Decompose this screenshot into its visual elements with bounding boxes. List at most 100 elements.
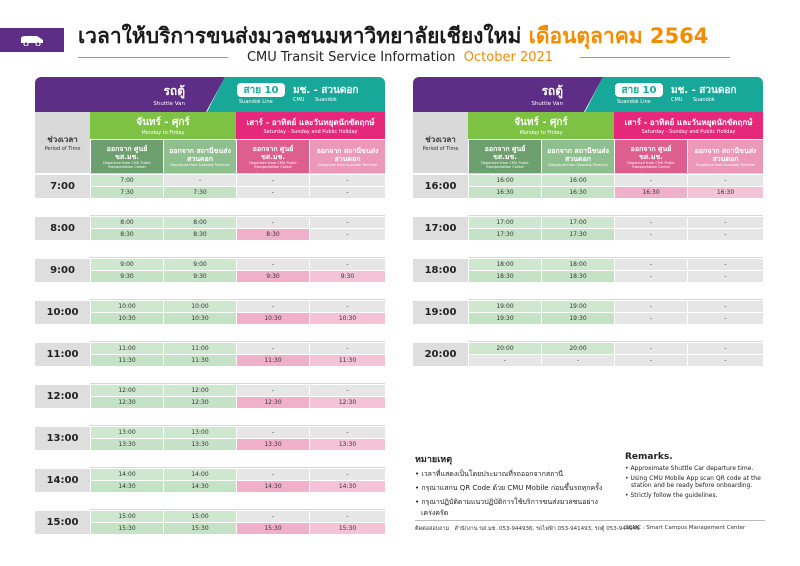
time-cell: -: [310, 343, 385, 354]
time-cell: -: [237, 385, 309, 396]
time-cell: 15:30: [237, 523, 309, 534]
line: สาย 10: [243, 84, 279, 96]
vehicle: รถตู้: [541, 84, 563, 98]
sub-header: ออกจาก ศูนย์ ขส.มช. Departure from CMU Pu…: [615, 140, 687, 173]
line-band: สาย 10 Suandok Line มช. - สวนดอก CMU Suandok: [207, 77, 385, 112]
time-cell: -: [237, 427, 309, 438]
hour-label: 16:00: [413, 175, 468, 198]
sub-header: ออกจาก ศูนย์ ขส.มช. Departure from CMU Pu…: [91, 140, 163, 173]
time-cell: 16:30: [469, 187, 541, 198]
hour-band: [90, 383, 385, 384]
time-cell: 17:00: [542, 217, 614, 228]
hour-band: [90, 425, 385, 426]
time-cell: -: [237, 469, 309, 480]
time-cell: 10:00: [91, 301, 163, 312]
time-cell: -: [688, 175, 763, 186]
time-cell: 14:30: [310, 481, 385, 492]
time-cell: -: [310, 259, 385, 270]
hour-label: 19:00: [413, 301, 468, 324]
time-cell: 10:30: [91, 313, 163, 324]
time-cell: -: [469, 355, 541, 366]
route-to: Suandok: [693, 97, 715, 103]
route: มช. - สวนดอก: [293, 85, 359, 96]
time-cell: 11:30: [237, 355, 309, 366]
period-en: Period of Time: [422, 146, 459, 152]
time-cell: 9:30: [237, 271, 309, 282]
time-cell: 17:30: [469, 229, 541, 240]
hour-label: 15:00: [35, 511, 90, 534]
time-cell: -: [310, 175, 385, 186]
sub-header-th: ออกจาก ศูนย์ ขส.มช.: [106, 144, 148, 161]
time-cell: -: [310, 229, 385, 240]
time-cell: 11:00: [164, 343, 236, 354]
time-cell: 9:00: [164, 259, 236, 270]
time-cell: 18:30: [542, 271, 614, 282]
time-cell: 14:30: [237, 481, 309, 492]
time-cell: -: [615, 229, 687, 240]
time-cell: 11:30: [310, 355, 385, 366]
time-cell: 16:00: [469, 175, 541, 186]
route-from: CMU: [671, 97, 683, 103]
hour-band: [468, 299, 763, 300]
hour-band: [90, 509, 385, 510]
time-cell: 9:00: [91, 259, 163, 270]
remarks-title: Remarks.: [625, 452, 673, 462]
time-cell: 8:30: [91, 229, 163, 240]
time-cell: -: [310, 217, 385, 228]
time-cell: -: [615, 259, 687, 270]
sub-header-th: ออกจาก สถานีขนส่ง สวนดอก: [694, 146, 757, 163]
period-header: ช่วงเวลา Period of Time: [413, 112, 468, 173]
sub-header: ออกจาก ศูนย์ ขส.มช. Departure from CMU Pu…: [469, 140, 541, 173]
hour-band: [468, 215, 763, 216]
time-cell: 14:30: [91, 481, 163, 492]
hour-label: 20:00: [413, 343, 468, 366]
time-cell: 20:00: [542, 343, 614, 354]
time-cell: 18:00: [542, 259, 614, 270]
hour-band: [90, 467, 385, 468]
time-cell: 13:30: [91, 439, 163, 450]
time-cell: 14:00: [164, 469, 236, 480]
rule: [78, 57, 228, 58]
sub-header-th: ออกจาก ศูนย์ ขส.มช.: [484, 144, 526, 161]
time-cell: 16:00: [542, 175, 614, 186]
hour-label: 11:00: [35, 343, 90, 366]
time-cell: 8:30: [164, 229, 236, 240]
time-cell: -: [688, 229, 763, 240]
hour-label: 7:00: [35, 175, 90, 198]
time-cell: -: [542, 355, 614, 366]
time-cell: -: [237, 343, 309, 354]
time-cell: 12:30: [91, 397, 163, 408]
period: ช่วงเวลา: [425, 135, 456, 144]
time-cell: 15:30: [91, 523, 163, 534]
time-cell: -: [688, 301, 763, 312]
sub-header-th: ออกจาก ศูนย์ ขส.มช.: [630, 144, 672, 161]
time-cell: 10:00: [164, 301, 236, 312]
sub-header-en: Departure from CMU Public Transportation…: [481, 160, 529, 169]
weekday-header: จันทร์ - ศุกร์ Monday to Friday: [90, 112, 236, 139]
subtitle-text: CMU Transit Service Information: [246, 50, 456, 65]
time-cell: 16:30: [688, 187, 763, 198]
time-cell: -: [615, 301, 687, 312]
line: สาย 10: [621, 84, 657, 96]
hour-band: [90, 215, 385, 216]
hour-label: 14:00: [35, 469, 90, 492]
time-cell: 8:00: [91, 217, 163, 228]
time-cell: -: [615, 355, 687, 366]
time-cell: -: [615, 217, 687, 228]
time-cell: 10:30: [164, 313, 236, 324]
remarks-th: หมายเหตุ • เวลาที่แสดงเป็นโดยประมาณที่รถ…: [415, 452, 615, 522]
time-cell: 17:00: [469, 217, 541, 228]
remarks-title: หมายเหตุ: [415, 455, 453, 465]
period-en: Period of Time: [44, 146, 81, 152]
period: ช่วงเวลา: [47, 135, 78, 144]
time-cell: -: [237, 259, 309, 270]
time-cell: 19:00: [469, 301, 541, 312]
time-cell: 12:30: [310, 397, 385, 408]
weekend: เสาร์ - อาทิตย์ และวันหยุดนักขัตฤกษ์: [624, 118, 753, 127]
time-cell: 17:30: [542, 229, 614, 240]
time-cell: 7:30: [91, 187, 163, 198]
time-cell: 13:30: [237, 439, 309, 450]
sub-header: ออกจาก สถานีขนส่ง สวนดอก Departure from S…: [688, 140, 763, 173]
line-en: Suandok Line: [617, 99, 651, 105]
time-cell: 15:30: [164, 523, 236, 534]
